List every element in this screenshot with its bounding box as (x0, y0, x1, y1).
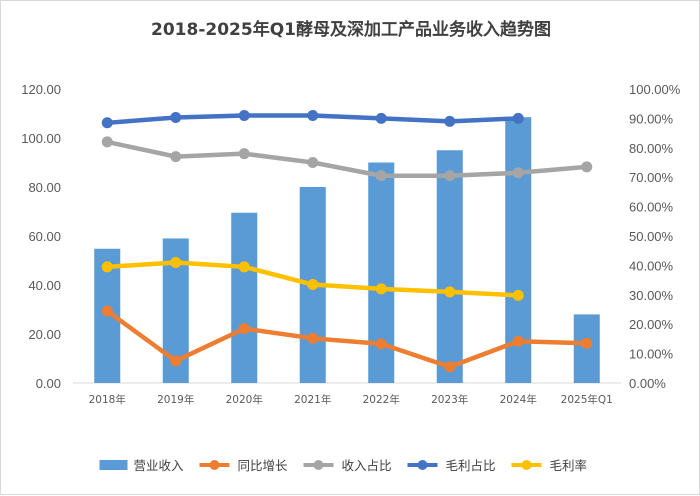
series-point (444, 115, 456, 127)
legend-label: 毛利率 (550, 458, 588, 473)
right-tick-label: 90.00% (629, 111, 674, 126)
legend-label: 同比增长 (238, 458, 289, 473)
x-tick-label: 2019年 (157, 393, 194, 406)
series-point (444, 361, 456, 373)
series-point (512, 112, 524, 124)
right-tick-label: 30.00% (629, 288, 674, 303)
bar (436, 150, 463, 383)
x-tick-label: 2023年 (431, 393, 468, 406)
x-tick-label: 2020年 (226, 393, 263, 406)
left-tick-label: 120.00 (21, 82, 61, 97)
series-point (307, 332, 319, 344)
x-tick-label: 2021年 (294, 393, 331, 406)
series-point (581, 161, 593, 173)
legend-marker (313, 460, 324, 470)
series-line (105, 308, 589, 370)
x-axis-ticks: 2018年 2019年 2020年 2021年 2022年 2023年 2024年 2025年… (89, 393, 613, 406)
left-tick-label: 60.00 (28, 229, 61, 244)
legend-label: 收入占比 (342, 458, 392, 473)
series-line (105, 139, 589, 178)
bar (231, 212, 258, 383)
right-tick-label: 80.00% (629, 141, 674, 156)
x-tick-label: 2024年 (500, 393, 537, 406)
legend: 营业收入 同比增长 收入占比 毛利占比 毛利率 (99, 458, 588, 473)
left-tick-label: 20.00 (28, 327, 61, 342)
legend-label: 营业收入 (134, 458, 185, 473)
x-tick-label: 2022年 (363, 393, 400, 406)
legend-marker (417, 460, 428, 470)
right-tick-label: 100.00% (629, 82, 681, 97)
right-tick-label: 70.00% (629, 170, 674, 185)
series-point (238, 261, 250, 273)
series-point (170, 151, 182, 163)
series-point (101, 136, 113, 148)
series-point (238, 109, 250, 121)
right-tick-label: 50.00% (629, 229, 674, 244)
series-point (101, 261, 113, 273)
series-point (307, 109, 319, 121)
x-tick-label: 2025年Q1 (561, 393, 613, 406)
right-tick-label: 20.00% (629, 317, 674, 332)
series-point (238, 148, 250, 160)
legend-marker (209, 460, 220, 470)
line-series (101, 109, 593, 373)
series-point (512, 335, 524, 347)
right-tick-label: 10.00% (629, 347, 674, 362)
legend-swatch (99, 460, 128, 470)
series-point (101, 117, 113, 129)
left-tick-label: 80.00 (28, 180, 61, 195)
series-point (375, 170, 387, 182)
legend-marker (521, 460, 532, 470)
bar (368, 162, 395, 383)
legend-label: 毛利占比 (446, 458, 496, 473)
series-point (101, 305, 113, 317)
series-point (444, 170, 456, 182)
series-point (375, 338, 387, 350)
left-tick-label: 40.00 (28, 278, 61, 293)
series-point (375, 283, 387, 295)
series-point (581, 337, 593, 349)
series-point (307, 157, 319, 168)
left-tick-label: 0.00 (36, 376, 61, 391)
series-point (170, 112, 182, 124)
series-point (512, 289, 524, 301)
left-tick-label: 100.00 (21, 131, 61, 146)
chart-title: 2018-2025年Q1酵母及深加工产品业务收入趋势图 (151, 19, 551, 40)
series-point (512, 167, 524, 179)
right-tick-label: 40.00% (629, 258, 674, 273)
left-axis: 0.00 20.00 40.00 60.00 80.00 100.00 120.00 (21, 82, 61, 391)
right-tick-label: 0.00% (629, 376, 666, 391)
series-point (170, 256, 182, 268)
right-tick-label: 60.00% (629, 200, 674, 215)
series-point (444, 286, 456, 298)
series-point (307, 279, 319, 291)
series-point (238, 323, 250, 335)
series-point (375, 112, 387, 124)
series-point (170, 355, 182, 367)
right-axis: 0.00% 10.00% 20.00% 30.00% 40.00% 50.00% 60.00… (629, 82, 681, 391)
x-tick-label: 2018年 (89, 393, 126, 406)
